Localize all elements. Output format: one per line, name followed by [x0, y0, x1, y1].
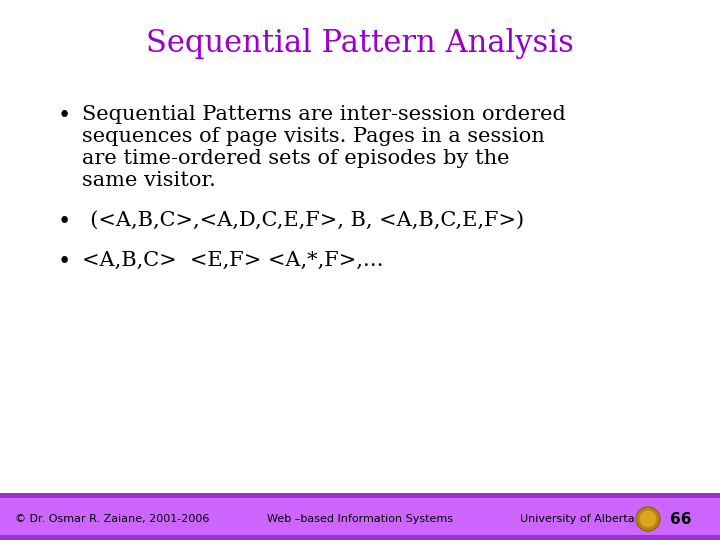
Text: same visitor.: same visitor.	[82, 171, 216, 190]
Bar	[0, 493, 720, 498]
Text: are time-ordered sets of episodes by the: are time-ordered sets of episodes by the	[82, 149, 510, 168]
Text: •: •	[58, 251, 71, 273]
Bar	[0, 535, 720, 540]
Text: Web –based Information Systems: Web –based Information Systems	[267, 514, 453, 524]
Text: <A,B,C>  <E,F> <A,*,F>,…: <A,B,C> <E,F> <A,*,F>,…	[82, 251, 384, 270]
Text: Sequential Pattern Analysis: Sequential Pattern Analysis	[146, 28, 574, 59]
Text: University of Alberta: University of Alberta	[520, 514, 634, 524]
Circle shape	[639, 511, 657, 528]
Text: 66: 66	[670, 511, 691, 526]
Text: © Dr. Osmar R. Zaiane, 2001-2006: © Dr. Osmar R. Zaiane, 2001-2006	[15, 514, 210, 524]
Text: sequences of page visits. Pages in a session: sequences of page visits. Pages in a ses…	[82, 127, 545, 146]
Text: Sequential Patterns are inter-session ordered: Sequential Patterns are inter-session or…	[82, 105, 566, 124]
Bar	[0, 498, 720, 540]
Text: •: •	[58, 211, 71, 233]
Text: •: •	[58, 105, 71, 127]
Text: (<A,B,C>,<A,D,C,E,F>, B, <A,B,C,E,F>): (<A,B,C>,<A,D,C,E,F>, B, <A,B,C,E,F>)	[77, 211, 524, 230]
Circle shape	[636, 507, 660, 531]
